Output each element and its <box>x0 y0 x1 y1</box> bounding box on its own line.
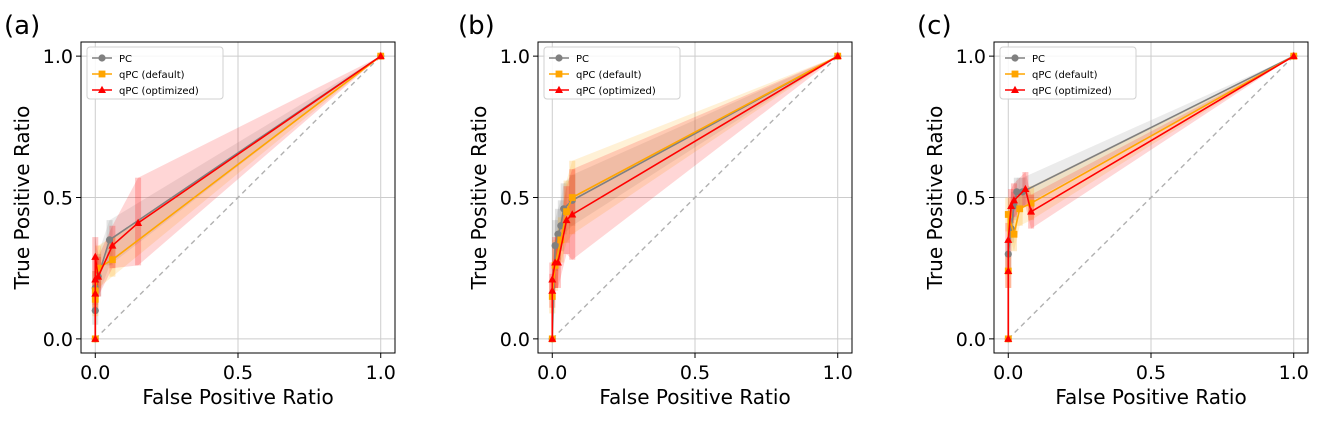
y-tick-label: 0.5 <box>956 188 986 210</box>
legend-label-qpc-default: qPC (default) <box>576 70 642 81</box>
x-tick-label: 0.0 <box>537 362 567 384</box>
legend-marker-pc <box>555 54 563 62</box>
confidence-band-qpc-default <box>1008 56 1294 339</box>
data-point-qpc-optimized <box>108 241 117 249</box>
data-point-qpc-optimized <box>548 286 557 294</box>
y-tick-label: 0.5 <box>500 188 530 210</box>
y-tick-label: 0.0 <box>956 329 986 351</box>
panel-label: (b) <box>458 11 495 41</box>
data-point-qpc-optimized <box>553 258 562 266</box>
data-point-qpc-optimized <box>134 218 143 226</box>
data-point-qpc-optimized <box>562 215 571 224</box>
legend-marker-pc <box>1011 54 1019 62</box>
data-point-qpc-default <box>568 194 576 201</box>
legend-label-qpc-default: qPC (default) <box>1032 70 1098 81</box>
y-axis-label: True Positive Ratio <box>10 106 34 291</box>
legend-box <box>543 46 681 100</box>
x-tick-label: 1.0 <box>366 362 396 384</box>
confidence-band-qpc-optimized <box>1008 56 1294 339</box>
y-tick-label: 0.0 <box>500 329 530 351</box>
data-point-qpc-default <box>1027 199 1035 207</box>
y-tick-label: 1.0 <box>43 46 73 68</box>
data-point-qpc-optimized <box>376 51 385 60</box>
data-point-qpc-default <box>1004 211 1012 218</box>
confidence-band-qpc-optimized <box>95 56 381 339</box>
data-point-qpc-default <box>109 256 116 264</box>
data-point-qpc-optimized <box>91 252 100 260</box>
chart-panel-0: (a) 0.0 0.5 1.0 0.0 0.5 1.0 False Positive Rati… <box>4 11 396 409</box>
y-tick-label: 0.5 <box>43 188 73 210</box>
legend-marker-qpc-optimized <box>98 85 106 93</box>
legend-box <box>86 46 224 100</box>
diagonal-reference-line <box>1007 55 1295 340</box>
y-tick-label: 1.0 <box>500 46 530 68</box>
data-point-qpc-default <box>1016 205 1024 213</box>
data-point-qpc-optimized <box>1007 201 1016 209</box>
data-point-qpc-default <box>563 208 570 216</box>
confidence-band-qpc-default <box>552 56 838 339</box>
legend-label-qpc-optimized: qPC (optimized) <box>1032 86 1112 97</box>
data-point-pc <box>1013 188 1021 196</box>
x-tick-label: 0.5 <box>680 362 710 384</box>
data-point-qpc-optimized <box>548 334 557 342</box>
y-tick-label: 1.0 <box>956 46 986 68</box>
data-point-qpc-optimized <box>1289 51 1298 60</box>
x-axis-label: False Positive Ratio <box>142 385 333 409</box>
y-axis-label: True Positive Ratio <box>467 106 491 291</box>
legend-marker-qpc-default <box>1011 70 1019 78</box>
diagonal-reference-line <box>94 55 382 340</box>
diagonal-reference-line <box>551 55 839 340</box>
data-point-pc <box>551 241 559 250</box>
y-axis-label: True Positive Ratio <box>923 106 947 291</box>
x-axis-label: False Positive Ratio <box>1055 385 1246 409</box>
x-tick-label: 0.0 <box>80 362 110 384</box>
confidence-band-pc <box>95 56 381 339</box>
data-point-qpc-optimized <box>91 334 100 342</box>
data-point-qpc-optimized <box>91 289 100 297</box>
chart-panel-1: (b) 0.0 0.5 1.0 0.0 0.5 1.0 False Positive Rati… <box>458 11 853 409</box>
data-point-qpc-optimized <box>1004 266 1013 275</box>
confidence-band-pc <box>552 56 838 339</box>
x-tick-label: 0.0 <box>993 362 1023 384</box>
y-tick-label: 0.0 <box>43 329 73 351</box>
data-point-qpc-optimized <box>1009 196 1018 204</box>
data-point-qpc-default <box>1010 230 1018 238</box>
legend-label-qpc-default: qPC (default) <box>119 70 185 81</box>
legend-marker-qpc-optimized <box>555 85 563 93</box>
x-tick-label: 0.5 <box>1136 362 1166 384</box>
legend-marker-qpc-default <box>555 70 563 78</box>
confidence-band-qpc-optimized <box>552 56 838 339</box>
legend-box <box>999 46 1137 100</box>
x-tick-label: 1.0 <box>823 362 853 384</box>
legend-marker-qpc-default <box>98 70 106 78</box>
legend-label-qpc-optimized: qPC (optimized) <box>119 86 199 97</box>
data-point-qpc-optimized <box>833 51 842 60</box>
panel-label: (a) <box>4 11 40 41</box>
panel-label: (c) <box>917 11 952 41</box>
data-point-qpc-optimized <box>1004 334 1013 342</box>
legend-label-pc: PC <box>119 54 132 65</box>
x-tick-label: 1.0 <box>1279 362 1309 384</box>
legend-label-pc: PC <box>576 54 589 65</box>
data-point-qpc-optimized <box>1004 235 1013 243</box>
data-point-qpc-optimized <box>548 275 557 283</box>
data-point-qpc-optimized <box>1027 207 1036 215</box>
legend-label-pc: PC <box>1032 54 1045 65</box>
data-point-qpc-optimized <box>568 210 577 218</box>
data-point-qpc-optimized <box>1021 184 1030 193</box>
x-tick-label: 0.5 <box>223 362 253 384</box>
chart-panel-2: (c) 0.0 0.5 1.0 0.0 0.5 1.0 False Positive Rati… <box>917 11 1309 409</box>
data-point-pc <box>554 230 562 238</box>
data-point-pc <box>105 236 114 244</box>
data-point-qpc-optimized <box>94 272 103 280</box>
legend-marker-qpc-optimized <box>1011 85 1019 93</box>
legend-label-qpc-optimized: qPC (optimized) <box>576 86 656 97</box>
x-axis-label: False Positive Ratio <box>599 385 790 409</box>
data-point-qpc-default <box>94 264 102 272</box>
legend-marker-pc <box>98 54 106 62</box>
data-point-qpc-default <box>557 236 565 244</box>
